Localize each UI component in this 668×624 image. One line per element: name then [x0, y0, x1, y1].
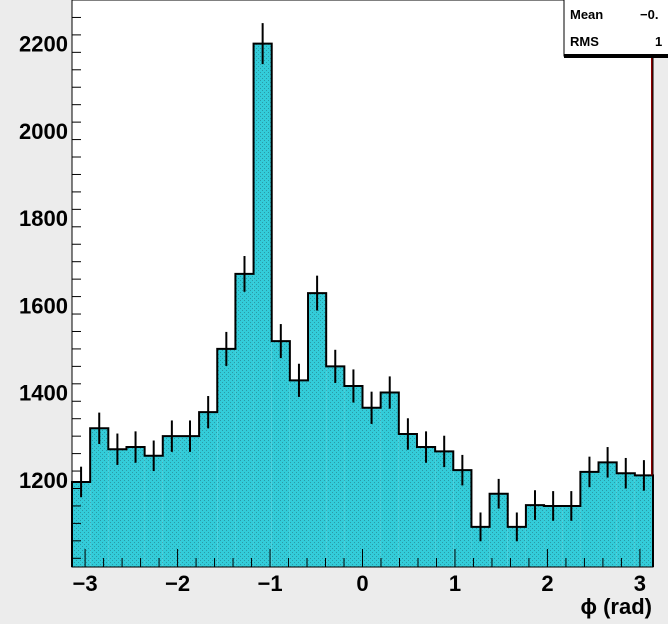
y-tick-label: 1200 [19, 468, 68, 493]
histogram-bar [598, 462, 617, 567]
x-tick-label: 2 [541, 571, 553, 596]
histogram-bar [217, 348, 236, 567]
y-axis: 1200 1400 1600 1800 2000 2200 [19, 0, 81, 559]
histogram-bar [507, 526, 526, 567]
histogram-bar [199, 412, 218, 567]
x-tick-label: 0 [356, 571, 368, 596]
stats-box: Mean −0. RMS 1 [563, 0, 668, 58]
y-tick-label: 1600 [19, 293, 68, 318]
histogram-bar [271, 341, 290, 567]
y-tick-label: 1800 [19, 206, 68, 231]
y-tick-label: 1400 [19, 381, 68, 406]
histogram-bar [126, 447, 145, 567]
histogram-bar [253, 43, 272, 568]
histogram-bar [362, 407, 381, 567]
histogram-bar [525, 505, 545, 567]
stats-rms-value: 1 [655, 34, 662, 49]
x-tick-label: −3 [73, 571, 98, 596]
stats-mean-label: Mean [570, 7, 603, 22]
x-tick-label: −2 [165, 571, 190, 596]
x-tick-label: 1 [449, 571, 461, 596]
histogram-bar [380, 392, 399, 567]
histogram-bar [471, 526, 490, 567]
histogram-bar [289, 380, 309, 567]
histogram-bar [144, 455, 163, 567]
y-tick-label: 2200 [19, 32, 68, 57]
x-axis-title: ϕ (rad) [581, 594, 653, 619]
histogram-bar [235, 273, 254, 567]
x-axis: −3 −2 −1 0 1 2 3 [73, 549, 646, 596]
histogram-bar [544, 505, 563, 567]
histogram-bar [580, 471, 599, 567]
histogram-bar [616, 473, 635, 567]
bars-layer [72, 43, 653, 568]
stats-mean-value: −0. [640, 7, 658, 22]
histogram-bar [435, 451, 454, 567]
stats-rms-label: RMS [570, 34, 599, 49]
histogram-bar [326, 366, 345, 567]
histogram-bar [308, 293, 327, 567]
histogram-bar [90, 428, 109, 567]
histogram-bar [416, 447, 436, 567]
histogram-bar [562, 505, 581, 567]
histogram-bar [489, 493, 508, 567]
histogram-bar [344, 385, 363, 567]
x-tick-label: −1 [257, 571, 282, 596]
histogram-bar [398, 433, 417, 567]
histogram-bar [162, 436, 181, 567]
histogram-bar [72, 481, 91, 567]
histogram-bar [453, 470, 472, 567]
histogram-bar [108, 449, 127, 567]
x-tick-label: 3 [634, 571, 646, 596]
histogram-outline [71, 42, 654, 567]
y-tick-label: 2000 [19, 119, 68, 144]
histogram-bar [634, 475, 653, 567]
histogram-bar [180, 436, 200, 567]
